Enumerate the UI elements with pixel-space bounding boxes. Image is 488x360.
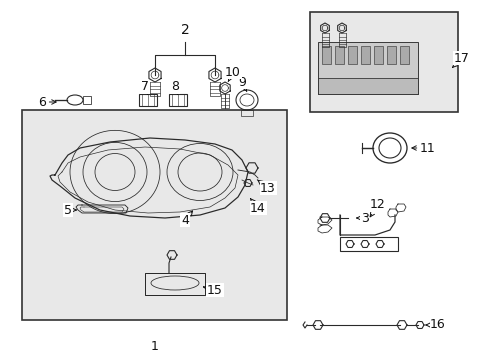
Text: 7: 7: [141, 81, 149, 94]
Bar: [339, 237, 397, 251]
Bar: [334, 46, 343, 64]
Bar: [347, 46, 356, 64]
Text: 5: 5: [64, 203, 76, 216]
Text: 10: 10: [224, 66, 241, 82]
Bar: [317, 78, 417, 94]
Text: 15: 15: [203, 284, 223, 297]
Bar: [373, 46, 382, 64]
Text: 4: 4: [181, 211, 192, 226]
Text: 1: 1: [151, 339, 159, 352]
Text: 3: 3: [356, 211, 368, 225]
Text: 14: 14: [250, 199, 265, 215]
Bar: [169, 94, 186, 106]
Text: 11: 11: [411, 141, 435, 154]
Bar: [145, 273, 204, 295]
Bar: [22, 110, 286, 320]
Text: 12: 12: [369, 198, 385, 217]
Bar: [139, 94, 157, 106]
Text: 9: 9: [238, 76, 246, 92]
Text: 6: 6: [38, 95, 56, 108]
Bar: [360, 46, 369, 64]
Bar: [83, 96, 91, 104]
Text: 13: 13: [257, 180, 275, 194]
Text: 16: 16: [425, 319, 445, 332]
Bar: [241, 110, 252, 116]
Bar: [317, 42, 417, 94]
Bar: [399, 46, 408, 64]
Bar: [309, 12, 457, 112]
Text: 8: 8: [171, 81, 179, 94]
Text: 2: 2: [180, 23, 189, 37]
Bar: [386, 46, 395, 64]
Text: 17: 17: [452, 51, 469, 67]
Bar: [321, 46, 330, 64]
